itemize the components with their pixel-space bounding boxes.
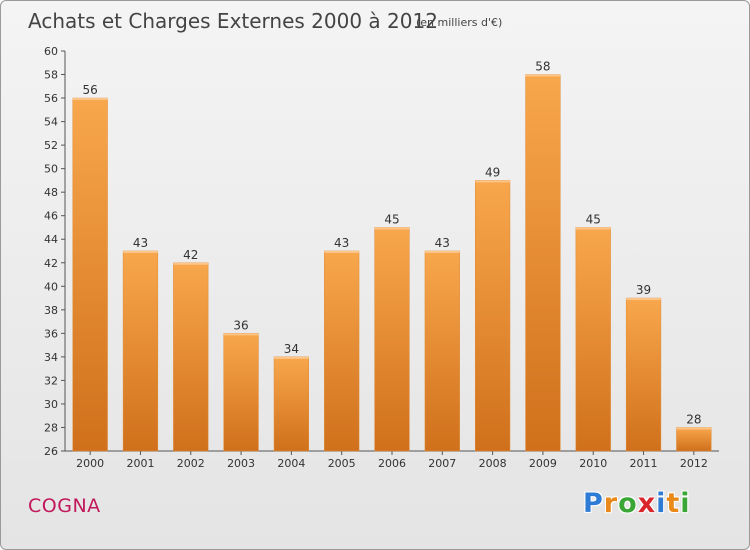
logo-letter: t	[666, 488, 681, 519]
logo-letter: i	[656, 488, 667, 519]
bar	[173, 262, 209, 452]
bar-value-label: 34	[284, 342, 299, 356]
y-tick-label: 38	[44, 304, 58, 317]
bar-highlight	[626, 298, 661, 301]
axes: 26 28 30 32 34 36 38 40 42 44 46 48 50 52 54 56 58 60 2000…	[44, 45, 719, 470]
bar	[676, 427, 712, 452]
x-tick-label: 2004	[277, 457, 305, 470]
y-tick-label: 32	[44, 374, 58, 387]
chart-unit: (en milliers d'€)	[416, 16, 502, 29]
logo-letter: i	[680, 488, 691, 519]
x-tick-label: 2005	[328, 457, 356, 470]
y-tick-label: 28	[44, 421, 58, 434]
bar-highlight	[525, 74, 561, 77]
bars: 56 43 42 36 34 43 45 43 49 58 45 39 28	[72, 60, 712, 452]
bar-highlight	[424, 251, 460, 253]
bar-highlight	[274, 356, 309, 359]
bar-value-label: 42	[183, 248, 198, 262]
bar	[223, 333, 259, 452]
bar	[374, 227, 410, 452]
bar-value-label: 58	[535, 60, 550, 74]
bar	[424, 250, 460, 452]
bar-highlight	[374, 227, 410, 230]
y-tick-label: 34	[44, 351, 58, 364]
y-tick-label: 54	[44, 116, 58, 129]
bar-highlight	[575, 227, 611, 230]
bar-highlight	[173, 262, 209, 265]
bar	[475, 180, 511, 452]
x-tick-label: 2010	[579, 457, 607, 470]
chart-title: Achats et Charges Externes 2000 à 2012	[28, 9, 438, 33]
logo-letter: x	[637, 488, 657, 519]
bar	[324, 250, 360, 452]
x-tick-label: 2006	[378, 457, 406, 470]
bar	[525, 74, 561, 452]
bar-value-label: 36	[233, 318, 248, 332]
x-tick-label: 2007	[428, 457, 456, 470]
bar	[625, 297, 662, 452]
bar-value-label: 56	[83, 83, 98, 97]
bar	[273, 356, 309, 452]
x-tick-label: 2009	[529, 457, 557, 470]
y-tick-label: 50	[44, 163, 58, 176]
y-tick-label: 46	[44, 210, 58, 223]
bar-value-label: 39	[636, 283, 651, 297]
bar	[72, 97, 108, 452]
x-tick-label: 2011	[630, 457, 658, 470]
bar-value-label: 49	[485, 165, 500, 179]
y-tick-label: 48	[44, 186, 58, 199]
bar-highlight	[72, 98, 108, 101]
logo-letter: r	[603, 488, 619, 519]
x-tick-label: 2012	[680, 457, 708, 470]
y-tick-label: 52	[44, 139, 58, 152]
bar-highlight	[676, 427, 712, 430]
x-tick-label: 2002	[177, 457, 205, 470]
y-tick-label: 60	[44, 45, 58, 58]
bar	[575, 227, 611, 452]
bar-value-label: 28	[686, 412, 701, 426]
bar-highlight	[223, 333, 259, 336]
x-tick-label: 2001	[126, 457, 154, 470]
bar-value-label: 43	[133, 236, 148, 250]
y-tick-label: 56	[44, 92, 58, 105]
bar-value-label: 43	[334, 236, 349, 250]
bar-value-label: 43	[435, 236, 450, 250]
bar-highlight	[324, 251, 360, 253]
x-tick-label: 2000	[76, 457, 104, 470]
x-tick-label: 2003	[227, 457, 255, 470]
y-tick-label: 40	[44, 280, 58, 293]
y-tick-label: 44	[44, 233, 58, 246]
bar-value-label: 45	[586, 212, 601, 226]
bar-value-label: 45	[384, 212, 399, 226]
logo-letter: o	[618, 488, 638, 519]
bar-highlight	[123, 251, 158, 253]
logo-letter: P	[583, 488, 604, 519]
y-tick-label: 36	[44, 327, 58, 340]
proxiti-logo: Proxiti	[583, 488, 691, 519]
bar	[122, 250, 159, 452]
y-tick-label: 42	[44, 257, 58, 270]
bar-highlight	[475, 180, 510, 183]
y-tick-label: 30	[44, 398, 58, 411]
y-tick-label: 26	[44, 445, 58, 458]
commune-name: COGNA	[28, 495, 101, 517]
y-tick-label: 58	[44, 69, 58, 82]
x-tick-label: 2008	[479, 457, 507, 470]
